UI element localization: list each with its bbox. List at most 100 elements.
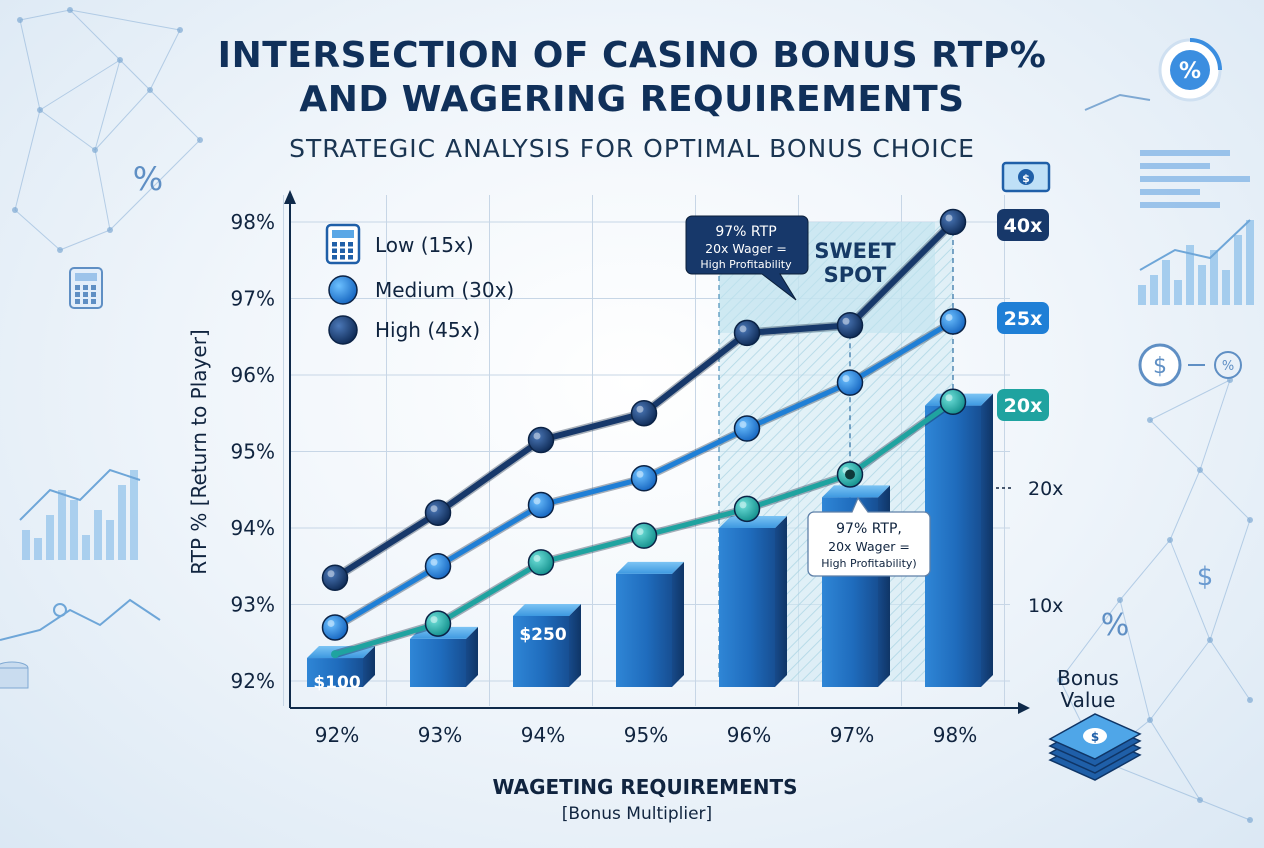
network-line — [39, 59, 121, 111]
bar-value-label: $100 — [313, 673, 360, 693]
network-node — [1197, 797, 1203, 803]
network-node — [1207, 637, 1213, 643]
network-line — [1149, 639, 1211, 721]
data-point-highlight — [533, 554, 541, 562]
network-line — [19, 19, 41, 111]
network-node — [1117, 597, 1123, 603]
svg-text:$: $ — [1022, 172, 1030, 185]
legend-item-medium: Medium (30x) — [328, 275, 514, 305]
data-point — [733, 415, 761, 442]
data-point-highlight — [945, 313, 953, 321]
bar-side — [981, 393, 993, 687]
network-line — [1149, 379, 1231, 421]
deco-trend-line — [0, 598, 161, 641]
y-axis-label: RTP % [Return to Player] — [187, 329, 211, 574]
sweet-spot-label-line2: SPOT — [824, 263, 887, 287]
right-axis-label: 20x — [1028, 478, 1063, 500]
network-line — [149, 89, 201, 141]
series-end-badge: 40x — [997, 209, 1049, 241]
deco-bar — [1210, 250, 1218, 305]
data-point — [836, 312, 864, 339]
bonus-value-bar — [719, 516, 787, 687]
network-line — [19, 9, 71, 21]
bar-value-label: $250 — [519, 625, 566, 645]
deco-bar — [58, 490, 66, 560]
page-title: INTERSECTION OF CASINO BONUS RTP% AND WA… — [0, 34, 1264, 122]
deco-bar — [106, 520, 114, 560]
title-line-2: AND WAGERING REQUIREMENTS — [299, 79, 965, 120]
network-line — [1209, 639, 1251, 701]
callout-box — [807, 496, 931, 577]
legend-label: Low (15x) — [375, 233, 474, 257]
data-point — [321, 564, 349, 591]
data-point-highlight — [636, 405, 644, 413]
network-line — [1059, 599, 1121, 681]
network-line — [1169, 539, 1211, 641]
network-line — [1149, 719, 1201, 801]
data-point — [630, 400, 658, 427]
network-line — [1209, 519, 1251, 641]
data-point-highlight — [636, 528, 644, 536]
callout-line: 20x Wager = — [705, 241, 787, 256]
badge-bg — [997, 209, 1049, 241]
network-node — [147, 87, 153, 93]
bar-top — [513, 603, 581, 616]
series-high — [321, 208, 967, 591]
deco-bar — [1138, 285, 1146, 305]
highlight-point — [845, 469, 855, 480]
deco-bar — [94, 510, 102, 560]
network-line — [1119, 599, 1151, 721]
data-point — [331, 650, 339, 659]
network-line — [14, 209, 61, 251]
y-axis-arrow — [284, 190, 296, 204]
network-node — [1167, 537, 1173, 543]
network-line — [109, 139, 201, 231]
network-line — [1149, 419, 1201, 471]
deco-bar — [70, 500, 78, 560]
chart-axes — [284, 190, 1030, 714]
deco-bar — [1186, 245, 1194, 305]
bar-side — [466, 626, 478, 687]
network-line — [14, 109, 41, 211]
data-point — [630, 522, 658, 549]
deco-trend-line — [1084, 93, 1151, 111]
deco-bar — [1174, 280, 1182, 305]
sweet-spot-label-line1: SWEET — [814, 239, 896, 263]
network-node — [1197, 467, 1203, 473]
data-point-highlight — [533, 432, 541, 440]
deco-bar — [1246, 220, 1254, 305]
data-point-highlight — [945, 214, 953, 222]
data-point-highlight — [430, 558, 438, 566]
data-point-highlight — [739, 501, 747, 509]
x-axis-arrow — [1018, 702, 1030, 714]
network-node — [117, 57, 123, 63]
deco-bar — [46, 515, 54, 560]
badge-label: 40x — [1004, 215, 1043, 237]
bonus-value-label-line2: Value — [1061, 688, 1116, 712]
network-node — [1247, 817, 1253, 823]
x-axis-sublabel: [Bonus Multiplier] — [562, 804, 712, 824]
money-icon: $ — [1001, 161, 1051, 193]
deco-node — [53, 603, 67, 617]
network-node — [1057, 677, 1063, 683]
network-line — [94, 149, 111, 231]
bonus-value-bar — [616, 561, 684, 687]
callout-line: High Profitability) — [821, 557, 916, 570]
deco-bar — [1234, 235, 1242, 305]
network-node — [1247, 517, 1253, 523]
series-medium — [321, 308, 967, 641]
y-tick-label: 96% — [231, 363, 275, 387]
data-point-highlight — [327, 570, 335, 578]
svg-text:$: $ — [1091, 730, 1099, 744]
deco-bar — [1222, 270, 1230, 305]
network-line — [1199, 799, 1251, 821]
network-line — [69, 9, 121, 61]
chart-legend: Low (15x) Medium (30x) High (45x) — [325, 223, 514, 345]
network-line — [59, 229, 111, 251]
network-node — [67, 7, 73, 13]
legend-marker — [328, 315, 358, 345]
calculator-icon — [325, 223, 361, 265]
dollar-cycle-icon: $% — [1138, 343, 1242, 387]
bar-front — [925, 405, 981, 687]
bar-side — [363, 646, 375, 687]
